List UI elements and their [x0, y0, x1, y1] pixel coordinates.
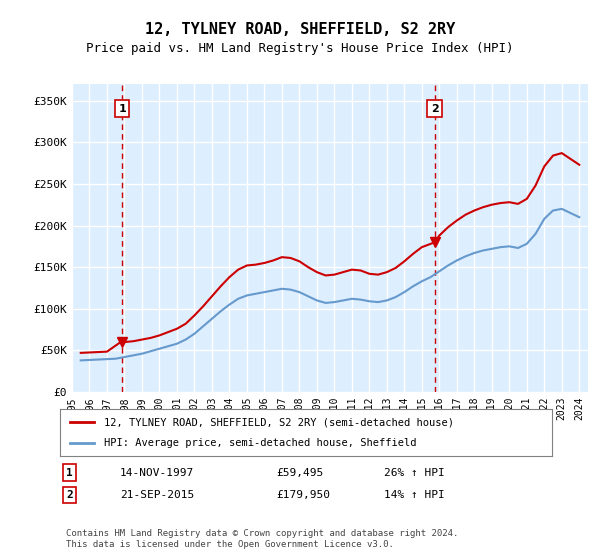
- Text: 12, TYLNEY ROAD, SHEFFIELD, S2 2RY (semi-detached house): 12, TYLNEY ROAD, SHEFFIELD, S2 2RY (semi…: [104, 417, 454, 427]
- Text: Price paid vs. HM Land Registry's House Price Index (HPI): Price paid vs. HM Land Registry's House …: [86, 42, 514, 55]
- Text: 1: 1: [118, 104, 126, 114]
- Text: 14% ↑ HPI: 14% ↑ HPI: [384, 490, 445, 500]
- Text: 14-NOV-1997: 14-NOV-1997: [120, 468, 194, 478]
- Text: 26% ↑ HPI: 26% ↑ HPI: [384, 468, 445, 478]
- Text: 1: 1: [66, 468, 73, 478]
- Text: 2: 2: [431, 104, 439, 114]
- Text: 21-SEP-2015: 21-SEP-2015: [120, 490, 194, 500]
- Text: £59,495: £59,495: [276, 468, 323, 478]
- Text: 12, TYLNEY ROAD, SHEFFIELD, S2 2RY: 12, TYLNEY ROAD, SHEFFIELD, S2 2RY: [145, 22, 455, 38]
- Text: HPI: Average price, semi-detached house, Sheffield: HPI: Average price, semi-detached house,…: [104, 438, 417, 448]
- Text: 2: 2: [66, 490, 73, 500]
- Text: Contains HM Land Registry data © Crown copyright and database right 2024.
This d: Contains HM Land Registry data © Crown c…: [66, 529, 458, 549]
- Text: £179,950: £179,950: [276, 490, 330, 500]
